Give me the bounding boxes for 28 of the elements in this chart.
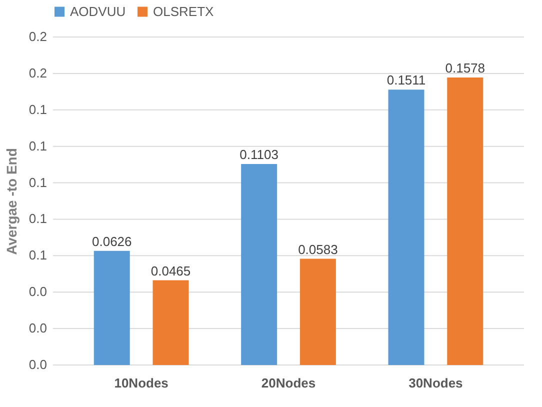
x-tick-label: 10Nodes — [114, 376, 168, 390]
y-tick-label: 0.0 — [28, 284, 47, 300]
y-tick-label: 0.1 — [28, 211, 47, 226]
y-tick-label: 0.1 — [28, 102, 47, 117]
y-tick-label: 0.2 — [28, 65, 47, 80]
bar — [388, 90, 424, 365]
data-label: 0.0465 — [150, 263, 191, 278]
y-tick-label: 0.1 — [28, 248, 47, 263]
legend-label: AODVUU — [70, 4, 126, 19]
y-tick-label: 0.2 — [28, 29, 47, 44]
data-label: 0.1511 — [386, 72, 426, 88]
bar — [94, 250, 130, 365]
y-tick-label: 0.1 — [28, 138, 47, 154]
data-label: 0.0583 — [298, 242, 338, 257]
data-label: 0.1578 — [445, 60, 486, 76]
data-label: 0.1103 — [240, 147, 278, 162]
y-tick-label: 0.0 — [28, 320, 47, 336]
bar — [241, 164, 278, 365]
bar — [152, 280, 189, 365]
x-tick-label: 20Nodes — [261, 376, 316, 390]
y-tick-label: 0.1 — [28, 174, 47, 190]
y-tick-label: 0.0 — [28, 357, 47, 372]
legend-label: OLSRETX — [153, 4, 214, 19]
bar — [447, 77, 484, 365]
bar — [300, 258, 336, 365]
x-tick-label: 30Nodes — [408, 376, 463, 390]
y-axis-title: Avergae -to End — [4, 148, 20, 255]
data-label: 0.0626 — [92, 234, 132, 249]
